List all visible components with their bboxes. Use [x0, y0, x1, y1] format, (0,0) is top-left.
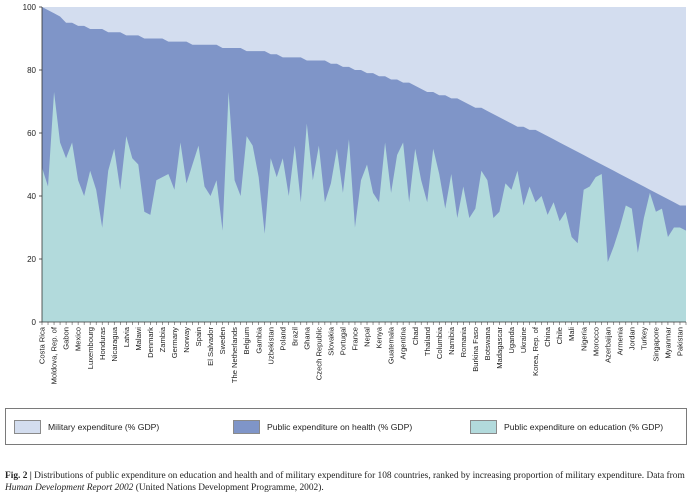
x-tick-label: Thailand — [423, 327, 432, 356]
x-tick-label: Myanmar — [664, 327, 673, 359]
series-area-education — [42, 92, 686, 322]
x-tick-label: Ghana — [302, 326, 311, 350]
x-tick-label: Chad — [411, 327, 420, 345]
x-tick-label: Costa Rica — [38, 326, 47, 364]
x-tick-label: Nigeria — [579, 326, 588, 351]
x-tick-label: Romania — [459, 326, 468, 357]
x-tick-label: Namibia — [447, 326, 456, 355]
legend-label-military: Military expenditure (% GDP) — [48, 422, 160, 432]
x-tick-label: Slovakia — [327, 326, 336, 355]
y-tick-label: 40 — [27, 192, 36, 201]
x-tick-label: Pakistan — [676, 327, 685, 356]
legend-swatch-health — [233, 420, 260, 434]
plot-area — [42, 7, 686, 322]
x-tick-label: Azerbaijan — [603, 327, 612, 363]
y-tick-label: 0 — [32, 318, 37, 327]
x-tick-label: Latvia — [122, 326, 131, 347]
x-tick-label: Mexico — [74, 327, 83, 351]
caption-source-title: Human Development Report 2002 — [5, 483, 134, 493]
x-tick-label: Nicaragua — [110, 326, 119, 361]
x-tick-label: Singapore — [652, 327, 661, 362]
x-tick-label: China — [543, 326, 552, 347]
x-tick-label: El Salvador — [206, 327, 215, 366]
caption-source-rest: (United Nations Development Programme, 2… — [135, 483, 324, 493]
legend-item-education: Public expenditure on education (% GDP) — [470, 420, 663, 434]
x-tick-label: Moldova, Rep. of — [50, 326, 59, 384]
x-tick-label: The Netherlands — [230, 327, 239, 383]
x-tick-label: Uzbekistan — [266, 327, 275, 365]
x-tick-label: Morocco — [591, 327, 600, 356]
x-tick-label: Zambia — [158, 326, 167, 352]
legend-label-education: Public expenditure on education (% GDP) — [504, 422, 664, 432]
x-tick-label: Honduras — [98, 327, 107, 360]
figure-caption: Fig. 2 | Distributions of public expendi… — [5, 470, 689, 494]
x-tick-label: Malawi — [134, 327, 143, 351]
x-tick-label: Portugal — [339, 327, 348, 356]
x-tick-label: Gabon — [62, 327, 71, 350]
legend-label-health: Public expenditure on health (% GDP) — [267, 422, 413, 432]
x-tick-label: Sweden — [218, 327, 227, 354]
x-tick-label: Argentina — [399, 326, 408, 359]
x-tick-label: Ukraine — [519, 327, 528, 353]
legend: Military expenditure (% GDP) Public expe… — [5, 408, 687, 445]
x-tick-label: Poland — [278, 327, 287, 351]
x-tick-label: Burkina Faso — [471, 327, 480, 372]
x-tick-label: Uganda — [507, 326, 516, 353]
y-tick-label: 60 — [27, 129, 36, 138]
x-tick-label: Armenia — [615, 326, 624, 355]
x-tick-label: Chile — [555, 327, 564, 344]
legend-item-military: Military expenditure (% GDP) — [14, 420, 159, 434]
x-tick-label: Czech Republic — [314, 327, 323, 380]
x-tick-label: Germany — [170, 327, 179, 358]
x-tick-label: Guatemala — [387, 326, 396, 364]
x-tick-label: Mali — [567, 327, 576, 341]
y-tick-label: 20 — [27, 255, 36, 264]
y-tick-label: 80 — [27, 66, 36, 75]
x-tick-label: Jordan — [627, 327, 636, 350]
caption-text: Distributions of public expenditure on e… — [34, 471, 685, 481]
x-tick-label: Kenya — [375, 326, 384, 348]
x-tick-label: Denmark — [146, 327, 155, 358]
x-tick-label: France — [351, 327, 360, 351]
x-tick-label: Nepal — [363, 327, 372, 347]
y-tick-label: 100 — [23, 3, 37, 12]
legend-swatch-military — [14, 420, 41, 434]
x-tick-label: Spain — [194, 327, 203, 346]
x-tick-label: Columbia — [435, 326, 444, 359]
x-tick-label: Luxembourg — [86, 327, 95, 369]
x-tick-label: Turkey — [639, 327, 648, 350]
legend-swatch-education — [470, 420, 497, 434]
x-tick-label: Gambia — [254, 326, 263, 353]
x-tick-label: Botswana — [483, 326, 492, 360]
caption-fig-number: Fig. 2 | — [5, 471, 32, 481]
x-tick-label: Korea, Rep. of — [531, 326, 540, 376]
x-tick-label: Belgium — [242, 327, 251, 354]
x-tick-label: Norway — [182, 327, 191, 353]
x-tick-label: Madagascar — [495, 327, 504, 369]
x-tick-label: Brazil — [290, 327, 299, 346]
legend-item-health: Public expenditure on health (% GDP) — [233, 420, 412, 434]
